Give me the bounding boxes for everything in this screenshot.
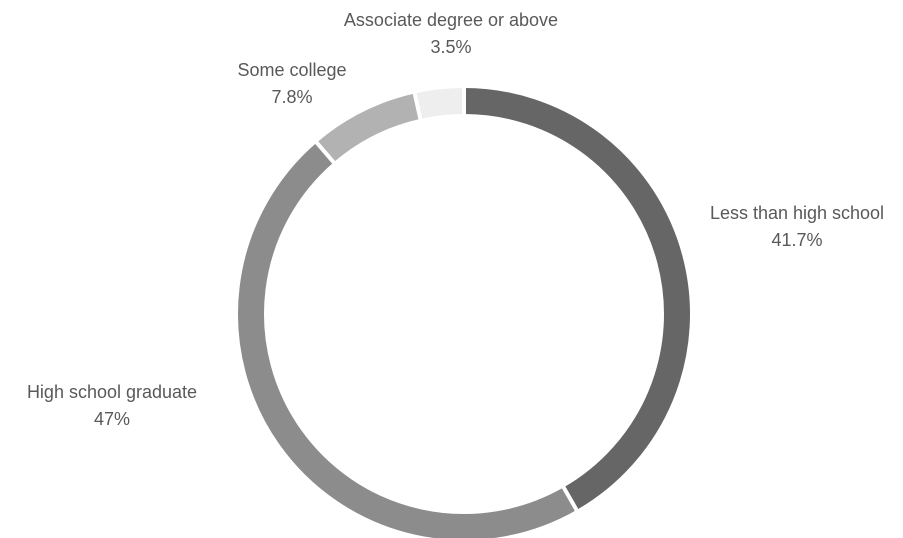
slice-value-associate-degree-or-above: 3.5% bbox=[430, 37, 471, 57]
slice-label-less-than-high-school: Less than high school bbox=[710, 203, 884, 223]
slice-label-some-college: Some college bbox=[237, 60, 346, 80]
slice-value-some-college: 7.8% bbox=[271, 87, 312, 107]
slice-high-school-graduate bbox=[238, 142, 577, 538]
labels-layer: Less than high school 41.7% High school gr… bbox=[27, 10, 884, 429]
slice-some-college bbox=[316, 93, 421, 163]
slice-separator bbox=[412, 91, 423, 122]
slice-value-less-than-high-school: 41.7% bbox=[771, 230, 822, 250]
slice-value-high-school-graduate: 47% bbox=[94, 409, 130, 429]
slice-label-high-school-graduate: High school graduate bbox=[27, 382, 197, 402]
slice-associate-degree-or-above bbox=[414, 88, 465, 119]
slice-less-than-high-school bbox=[463, 88, 690, 510]
slice-separator bbox=[560, 484, 580, 513]
slices-layer bbox=[238, 86, 690, 538]
slice-separator bbox=[313, 139, 337, 166]
slice-label-associate-degree-or-above: Associate degree or above bbox=[344, 10, 558, 30]
